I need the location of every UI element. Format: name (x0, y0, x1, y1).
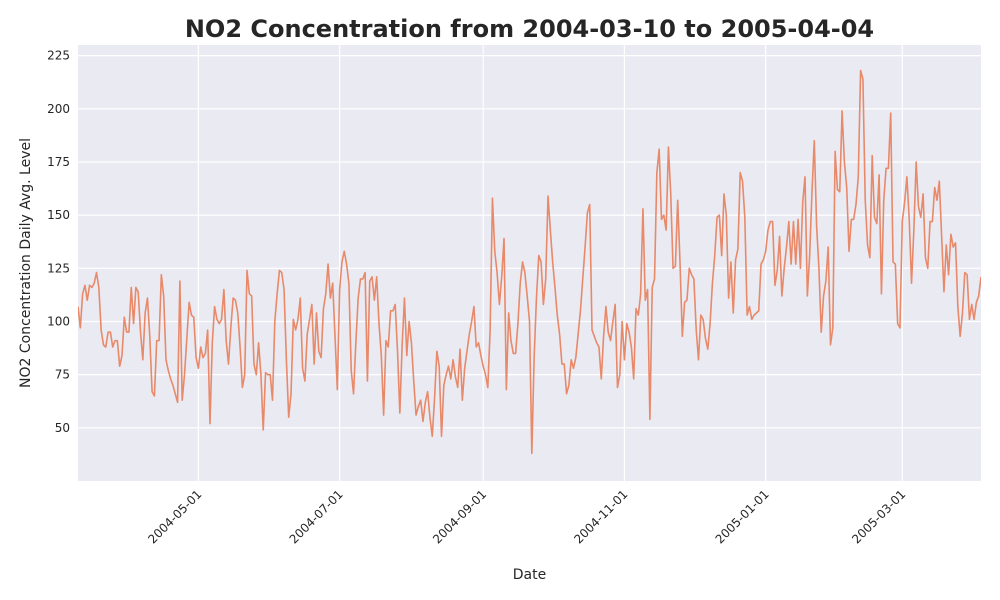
y-tick-label: 125 (47, 261, 70, 275)
y-tick-label: 200 (47, 102, 70, 116)
y-tick-label: 225 (47, 49, 70, 63)
y-axis-ticks: 50 75 100 125 150 175 200 225 (47, 49, 70, 435)
y-tick-label: 75 (55, 368, 70, 382)
y-tick-label: 150 (47, 208, 70, 222)
no2-series-line (78, 69, 981, 455)
y-tick-label: 175 (47, 155, 70, 169)
plot-content (78, 69, 981, 455)
x-axis-label: Date (513, 567, 546, 583)
chart-title: NO2 Concentration from 2004-03-10 to 200… (185, 15, 874, 43)
y-tick-label: 100 (47, 314, 70, 328)
plot-area (78, 45, 981, 481)
y-axis-label: NO2 Concentration Daily Avg. Level (18, 138, 34, 388)
y-tick-label: 50 (55, 421, 70, 435)
